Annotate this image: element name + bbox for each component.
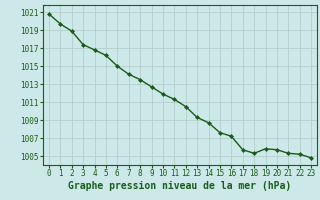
X-axis label: Graphe pression niveau de la mer (hPa): Graphe pression niveau de la mer (hPa) (68, 181, 292, 191)
